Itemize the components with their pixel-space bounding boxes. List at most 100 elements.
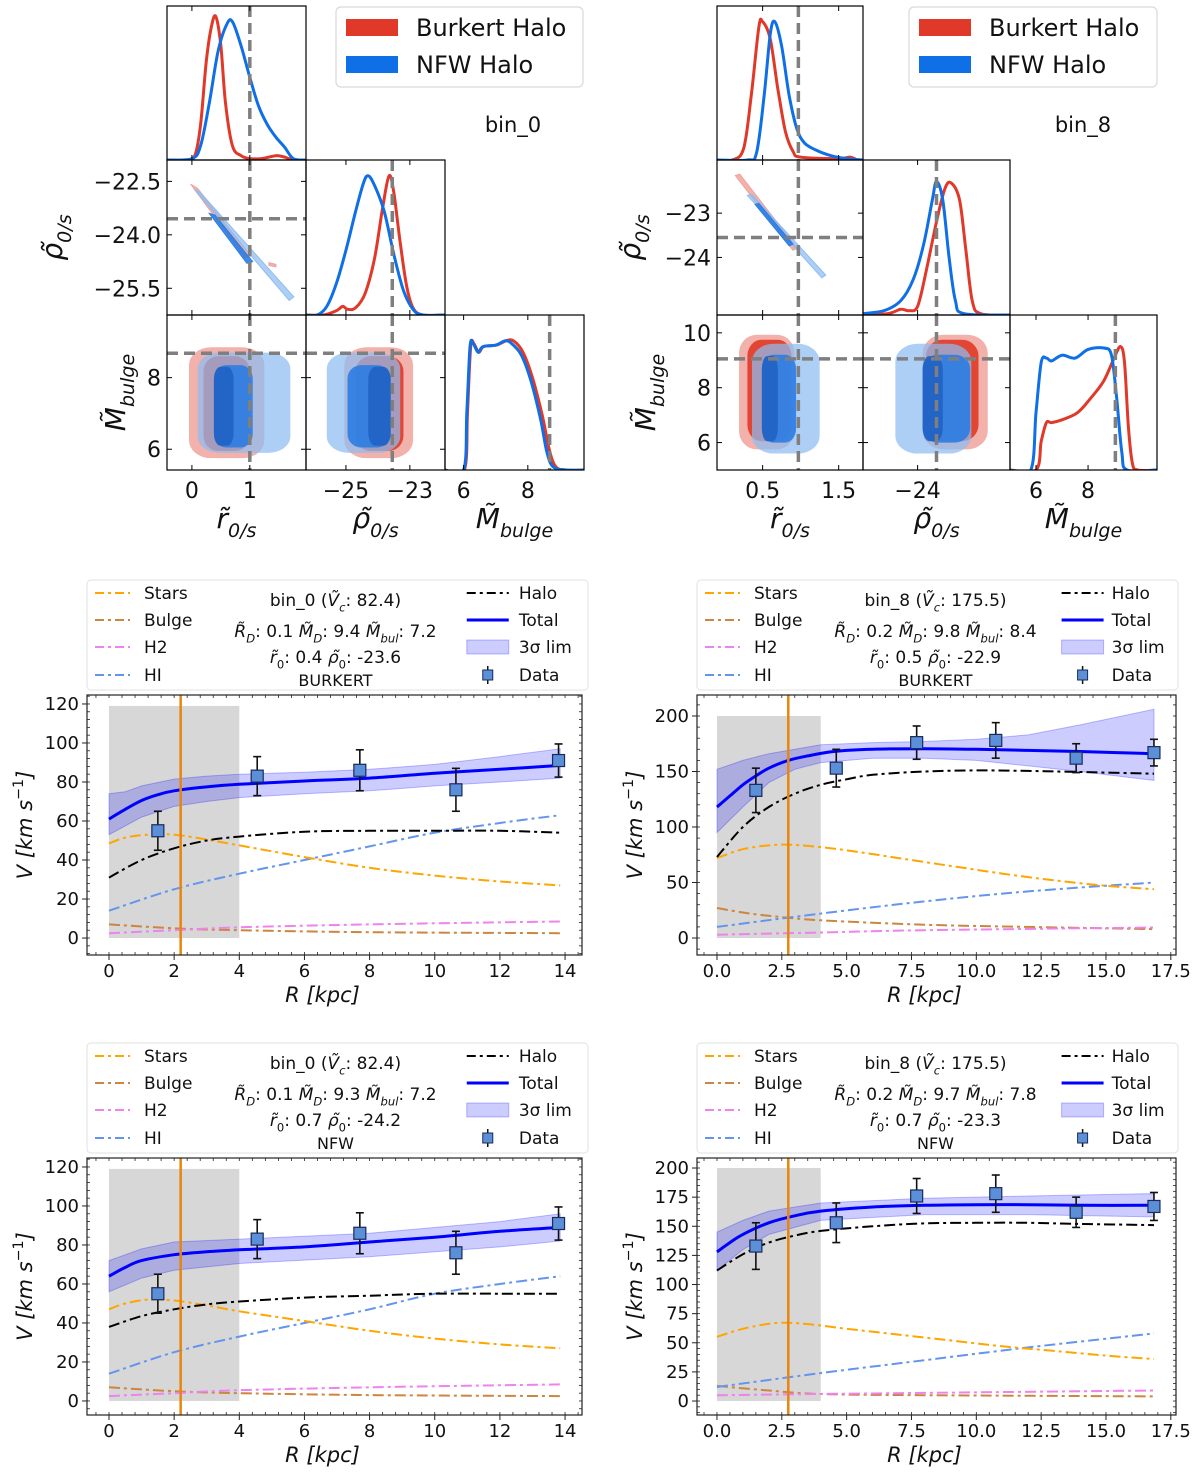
marginal-curve-burkert <box>1010 345 1157 470</box>
x-tick-label: 0 <box>103 1421 114 1442</box>
y-tick-label: 80 <box>56 1235 79 1256</box>
legend-label: Total <box>1111 1074 1152 1094</box>
legend-title: bin_8 (Ṽc: 175.5) <box>864 589 1006 614</box>
y-axis-label-part: 0/s <box>632 214 654 243</box>
legend-label: Burkert Halo <box>989 14 1139 42</box>
corner-panel-1-1 <box>305 159 446 316</box>
y-tick-label: 60 <box>56 811 79 832</box>
data-marker <box>1069 751 1083 765</box>
y-tick-label: −24.0 <box>94 224 161 249</box>
contour-nfw-outer <box>193 188 295 302</box>
legend-halo-params-part: r̃ <box>870 1111 879 1131</box>
y-tick-label: 8 <box>697 377 711 402</box>
data-marker <box>353 1226 367 1240</box>
marginal-curve-nfw <box>167 18 306 160</box>
x-tick-label: 0.0 <box>703 961 732 982</box>
legend-swatch-nfw <box>346 56 398 73</box>
x-axis-label: ρ̃0/s <box>352 502 398 542</box>
legend-halo-params-part: : -22.9 <box>946 648 1001 668</box>
x-axis-label: M̃bulge <box>1045 502 1122 542</box>
data-marker <box>1147 1199 1161 1214</box>
legend-swatch-burkert <box>346 19 398 36</box>
legend-model-name: NFW <box>917 1134 954 1153</box>
contour-nfw-core <box>213 366 234 446</box>
y-axis-label-part: −1 <box>11 1240 27 1261</box>
legend-label: Stars <box>754 584 798 604</box>
corner-legend: Burkert Halo NFW Halo <box>908 6 1158 88</box>
y-tick-label: 80 <box>56 772 79 793</box>
x-tick-label: 7.5 <box>897 961 926 982</box>
x-tick-label: 12 <box>488 961 511 982</box>
legend-title-part: c <box>339 600 346 614</box>
x-tick-label: −23 <box>387 479 433 504</box>
legend-fit-params-part: D <box>913 631 922 645</box>
plot-area <box>108 1158 566 1415</box>
x-tick-label: 8 <box>521 479 535 504</box>
x-axis-label-part: R [kpc] <box>285 983 360 1007</box>
legend-title-part: c <box>934 600 941 614</box>
legend-fit-params-part: : 0.1 <box>255 622 299 642</box>
corner-panel-0-2 <box>166 314 307 471</box>
curve-total <box>108 1225 561 1278</box>
legend-sample-marker <box>482 669 494 681</box>
y-axis-label: V [km s−1] <box>11 771 37 880</box>
data-point <box>829 748 843 788</box>
legend-fit-params-part: M̃ <box>299 621 314 642</box>
legend-fit-params-part: : 9.4 <box>322 622 366 642</box>
legend-label: Bulge <box>144 611 192 631</box>
x-tick-label: 8 <box>364 961 375 982</box>
contour-nfw-core <box>922 356 943 442</box>
legend-label: 3σ lim <box>1112 638 1165 658</box>
curve-halo <box>108 1292 561 1328</box>
legend-sample-band <box>1061 639 1105 655</box>
y-axis-label-part: −1 <box>621 1240 637 1261</box>
legend-fit-params-part: : 0.1 <box>255 1085 299 1105</box>
legend-label: H2 <box>144 1101 168 1121</box>
legend-title-part: bin_0 ( <box>270 591 328 611</box>
legend-label: Halo <box>1112 584 1150 604</box>
x-tick-label: 10.0 <box>956 1421 996 1442</box>
legend-halo-params-part: : -23.3 <box>946 1111 1001 1131</box>
y-tick-label: −25.5 <box>94 277 161 302</box>
marginal-curve-nfw <box>717 19 863 160</box>
curve-stars <box>716 843 1155 891</box>
x-axis-label: ρ̃0/s <box>913 502 959 542</box>
y-tick-label: 75 <box>666 1304 689 1325</box>
x-tick-label: 4 <box>234 961 245 982</box>
x-tick-label: 2 <box>168 1421 179 1442</box>
plot-frame <box>86 694 583 956</box>
contour-nfw-inner <box>207 212 254 264</box>
legend-fit-params-part: : 7.2 <box>398 622 436 642</box>
rotation-legend: Stars Bulge H2 HI Halo Total 3σ lim Data bin_0 (… <box>86 1042 589 1154</box>
x-axis-label-part: R [kpc] <box>887 1443 962 1467</box>
legend-fit-params: R̃D: 0.2 M̃D: 9.8 M̃bul: 8.4 <box>834 621 1036 646</box>
corner-legend: Burkert Halo NFW Halo <box>335 6 584 88</box>
legend-label: Data <box>1112 1129 1153 1149</box>
legend-title-part: Ṽ <box>328 589 341 611</box>
legend-fit-params-part: D <box>913 1094 922 1108</box>
legend-title: bin_0 (Ṽc: 82.4) <box>270 589 401 614</box>
plot-area <box>716 1158 1161 1415</box>
curve-h2 <box>716 1389 1155 1397</box>
corner-panel-0-0 <box>166 5 307 161</box>
legend-halo-params-part: : -23.6 <box>346 648 401 668</box>
x-tick-label: 14 <box>554 1421 577 1442</box>
x-axis-label: r̃0/s <box>770 502 810 542</box>
x-tick-label: 12 <box>488 1421 511 1442</box>
legend-fit-params-part: : 0.2 <box>855 622 899 642</box>
curve-hi <box>108 1275 561 1375</box>
legend-fit-params-part: R̃ <box>834 621 846 642</box>
legend-fit-params-part: M̃ <box>299 1084 314 1105</box>
x-axis-label-part: bulge <box>1069 520 1122 542</box>
x-tick-label: 0 <box>185 479 199 504</box>
y-tick-label: 40 <box>56 850 79 871</box>
legend-frame <box>696 579 1179 691</box>
corner-panel-content <box>445 315 584 470</box>
legend-label: Bulge <box>144 1074 192 1094</box>
curve-bulge <box>108 1386 561 1398</box>
legend-fit-params-part: R̃ <box>234 1084 246 1105</box>
y-tick-label: 0 <box>68 1391 79 1412</box>
corner-panel-content <box>167 6 306 160</box>
x-axis-label-part: r̃ <box>217 502 231 535</box>
legend-label: Bulge <box>754 1074 802 1094</box>
